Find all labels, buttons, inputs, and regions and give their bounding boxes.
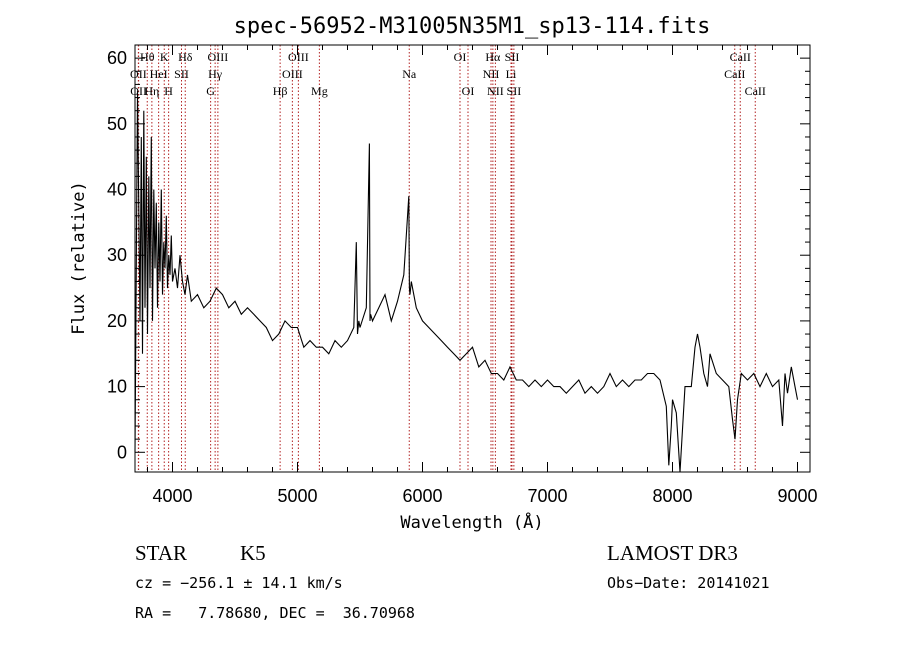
- spectral-line-label: Hθ: [140, 50, 155, 64]
- spectral-line-label: Hη: [144, 84, 159, 98]
- spectral-line-label: CaII: [730, 50, 751, 64]
- x-tick-label: 7000: [527, 486, 567, 506]
- spectral-line-label: NII: [487, 84, 504, 98]
- spectral-line-label: SII: [507, 84, 522, 98]
- y-tick-label: 0: [117, 442, 127, 462]
- spectral-line-label: Li: [506, 67, 517, 81]
- spectral-line-label: Hα: [485, 50, 501, 64]
- y-tick-label: 20: [107, 311, 127, 331]
- spectral-line-label: OI: [454, 50, 467, 64]
- spectral-line-labels: OIIOIIHθHηHeIKHSIIHδGHγOIIIHβOIIIOIIIMgN…: [130, 50, 766, 98]
- x-tick-label: 6000: [402, 486, 442, 506]
- survey-name: LAMOST DR3: [607, 541, 738, 565]
- spectral-line-label: OII: [130, 67, 147, 81]
- spectral-line-label: SII: [174, 67, 189, 81]
- chart-title: spec-56952-M31005N35M1_sp13-114.fits: [234, 14, 711, 39]
- spectral-line-label: Hδ: [178, 50, 193, 64]
- spectral-line-label: K: [160, 50, 169, 64]
- object-class: STAR: [135, 541, 187, 565]
- flux-series-line: [134, 90, 799, 473]
- spectral-line-label: H: [164, 84, 173, 98]
- x-tick-label: 5000: [277, 486, 317, 506]
- x-axis-label: Wavelength (Å): [400, 511, 543, 533]
- x-axis-ticks: 4000 5000 6000 7000 8000 9000: [147, 45, 818, 506]
- redshift-velocity: cz = −256.1 ± 14.1 km/s: [135, 574, 343, 592]
- y-tick-label: 60: [107, 48, 127, 68]
- y-axis-label: Flux (relative): [69, 181, 89, 335]
- spectral-line-label: G: [206, 84, 215, 98]
- spectral-line-label: OII: [130, 84, 147, 98]
- x-tick-label: 8000: [652, 486, 692, 506]
- y-tick-label: 40: [107, 180, 127, 200]
- spectral-line-label: Hγ: [208, 67, 223, 81]
- spectral-line-label: OI: [462, 84, 475, 98]
- spectral-line-label: Hβ: [273, 84, 288, 98]
- spectral-line-label: OIII: [288, 50, 309, 64]
- y-tick-label: 30: [107, 245, 127, 265]
- spectral-line-label: SII: [505, 50, 520, 64]
- y-axis-ticks: 0 10 20 30 40 50 60: [107, 48, 810, 462]
- spectral-line-label: Na: [402, 67, 417, 81]
- spectral-line-label: HeI: [150, 67, 168, 81]
- ra-dec-coordinates: RA = 7.78680, DEC = 36.70968: [135, 604, 415, 622]
- x-tick-label: 4000: [152, 486, 192, 506]
- spectral-line-label: OIII: [208, 50, 229, 64]
- spectral-line-label: CaII: [745, 84, 766, 98]
- x-tick-label: 9000: [777, 486, 817, 506]
- object-subclass: K5: [240, 541, 266, 565]
- spectral-line-label: NII: [483, 67, 500, 81]
- plot-frame: [134, 44, 811, 473]
- spectral-line-label: CaII: [724, 67, 745, 81]
- spectral-line-label: OIII: [282, 67, 303, 81]
- y-tick-label: 10: [107, 377, 127, 397]
- y-tick-label: 50: [107, 114, 127, 134]
- spectral-line-label: Mg: [311, 84, 328, 98]
- observation-date: Obs−Date: 20141021: [607, 574, 770, 592]
- spectral-line-markers: [137, 45, 756, 472]
